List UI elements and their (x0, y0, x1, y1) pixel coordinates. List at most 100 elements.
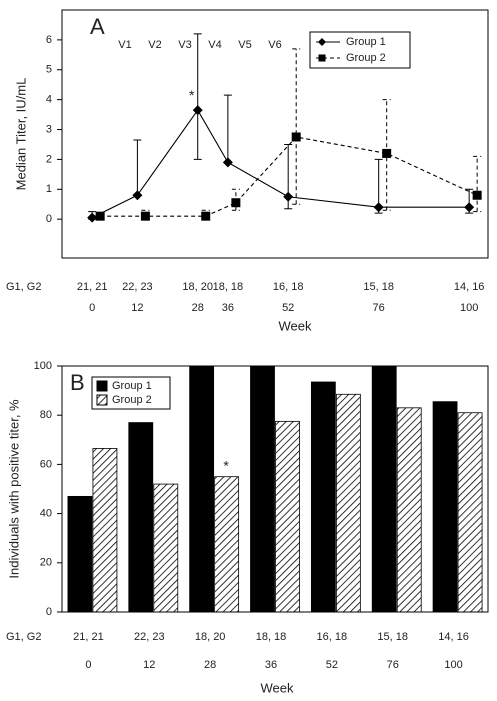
error-bar (193, 33, 202, 160)
y-tick-label: 2 (46, 153, 52, 165)
count-label: 16, 18 (317, 631, 348, 643)
x-tick-label: 0 (85, 659, 91, 671)
marker (192, 105, 203, 116)
count-label: 16, 18 (273, 281, 304, 293)
x-tick-label: 52 (326, 659, 338, 671)
bar (310, 381, 336, 613)
count-label: 15, 18 (363, 281, 394, 293)
marker (464, 202, 475, 213)
legend-box (309, 31, 411, 69)
panel-label: B (70, 370, 85, 395)
bar (214, 476, 240, 613)
significance-mark: * (189, 87, 195, 103)
marker (283, 191, 294, 202)
series-line (91, 109, 470, 219)
y-tick-label: 40 (40, 508, 52, 520)
marker (87, 212, 98, 223)
panel-label: A (90, 14, 105, 39)
x-tick-label: 36 (265, 659, 277, 671)
y-tick-label: 3 (46, 123, 52, 135)
visit-label: V6 (268, 39, 281, 51)
legend-label: Group 1 (112, 380, 152, 392)
count-label: 22, 23 (122, 281, 153, 293)
y-tick-label: 5 (46, 64, 52, 76)
bar (67, 495, 93, 613)
y-tick-label: 4 (46, 94, 52, 106)
marker (373, 202, 384, 213)
bar (250, 365, 275, 613)
marker (231, 198, 241, 208)
marker (222, 157, 233, 168)
visit-label: V5 (238, 39, 251, 51)
y-axis-label: Individuals with positive titer, % (6, 399, 21, 579)
error-bar (382, 99, 391, 211)
legend-label: Group 2 (346, 52, 386, 64)
count-title: G1, G2 (6, 631, 41, 643)
x-tick-label: 52 (282, 302, 294, 314)
x-tick-label: 36 (222, 302, 234, 314)
y-tick-label: 1 (46, 183, 52, 195)
marker (382, 148, 392, 158)
legend-marker (318, 54, 326, 62)
bar (432, 401, 458, 613)
count-label: 21, 21 (77, 281, 108, 293)
error-bar (133, 139, 142, 196)
count-label: 18, 20 (195, 631, 226, 643)
x-axis-label: Week (261, 680, 294, 695)
count-label: 14, 16 (438, 631, 469, 643)
bar (92, 448, 118, 613)
x-tick-label: 100 (444, 659, 462, 671)
x-tick-label: 76 (387, 659, 399, 671)
significance-mark: * (223, 457, 229, 473)
marker (201, 211, 211, 221)
x-tick-label: 12 (131, 302, 143, 314)
y-tick-label: 0 (46, 606, 52, 618)
error-bar (292, 48, 301, 205)
bar (128, 422, 154, 613)
y-tick-label: 0 (46, 213, 52, 225)
x-tick-label: 100 (460, 302, 478, 314)
visit-label: V4 (208, 39, 221, 51)
count-label: 14, 16 (454, 281, 485, 293)
count-label: 15, 18 (377, 631, 408, 643)
legend-swatch (96, 394, 108, 406)
plot-frame (61, 9, 489, 259)
marker (140, 211, 150, 221)
y-axis-label: Median Titer, IU/mL (13, 78, 28, 191)
y-tick-label: 20 (40, 557, 52, 569)
x-tick-label: 28 (204, 659, 216, 671)
marker (291, 132, 301, 142)
marker (95, 211, 105, 221)
x-tick-label: 12 (143, 659, 155, 671)
marker (132, 190, 143, 201)
x-axis-label: Week (279, 318, 312, 333)
count-label: 22, 23 (134, 631, 165, 643)
visit-label: V3 (178, 39, 191, 51)
y-tick-label: 6 (46, 34, 52, 46)
visit-label: V1 (118, 39, 131, 51)
count-label: 18, 18 (213, 281, 244, 293)
error-bar (223, 94, 232, 163)
count-label: 18, 20 (182, 281, 213, 293)
bar (396, 407, 422, 613)
legend-marker (318, 38, 326, 46)
legend-label: Group 1 (346, 36, 386, 48)
count-label: 18, 18 (256, 631, 287, 643)
count-label: 21, 21 (73, 631, 104, 643)
y-tick-label: 60 (40, 458, 52, 470)
legend-label: Group 2 (112, 394, 152, 406)
error-bar (473, 155, 482, 213)
visit-label: V2 (148, 39, 161, 51)
bar (275, 420, 300, 613)
count-title: G1, G2 (6, 281, 41, 293)
x-tick-label: 0 (89, 302, 95, 314)
x-tick-label: 28 (192, 302, 204, 314)
x-tick-label: 76 (373, 302, 385, 314)
y-tick-label: 100 (34, 360, 52, 372)
bar (371, 365, 397, 613)
bar (335, 393, 361, 613)
bar (457, 412, 483, 613)
bar (189, 365, 215, 613)
y-tick-label: 80 (40, 409, 52, 421)
